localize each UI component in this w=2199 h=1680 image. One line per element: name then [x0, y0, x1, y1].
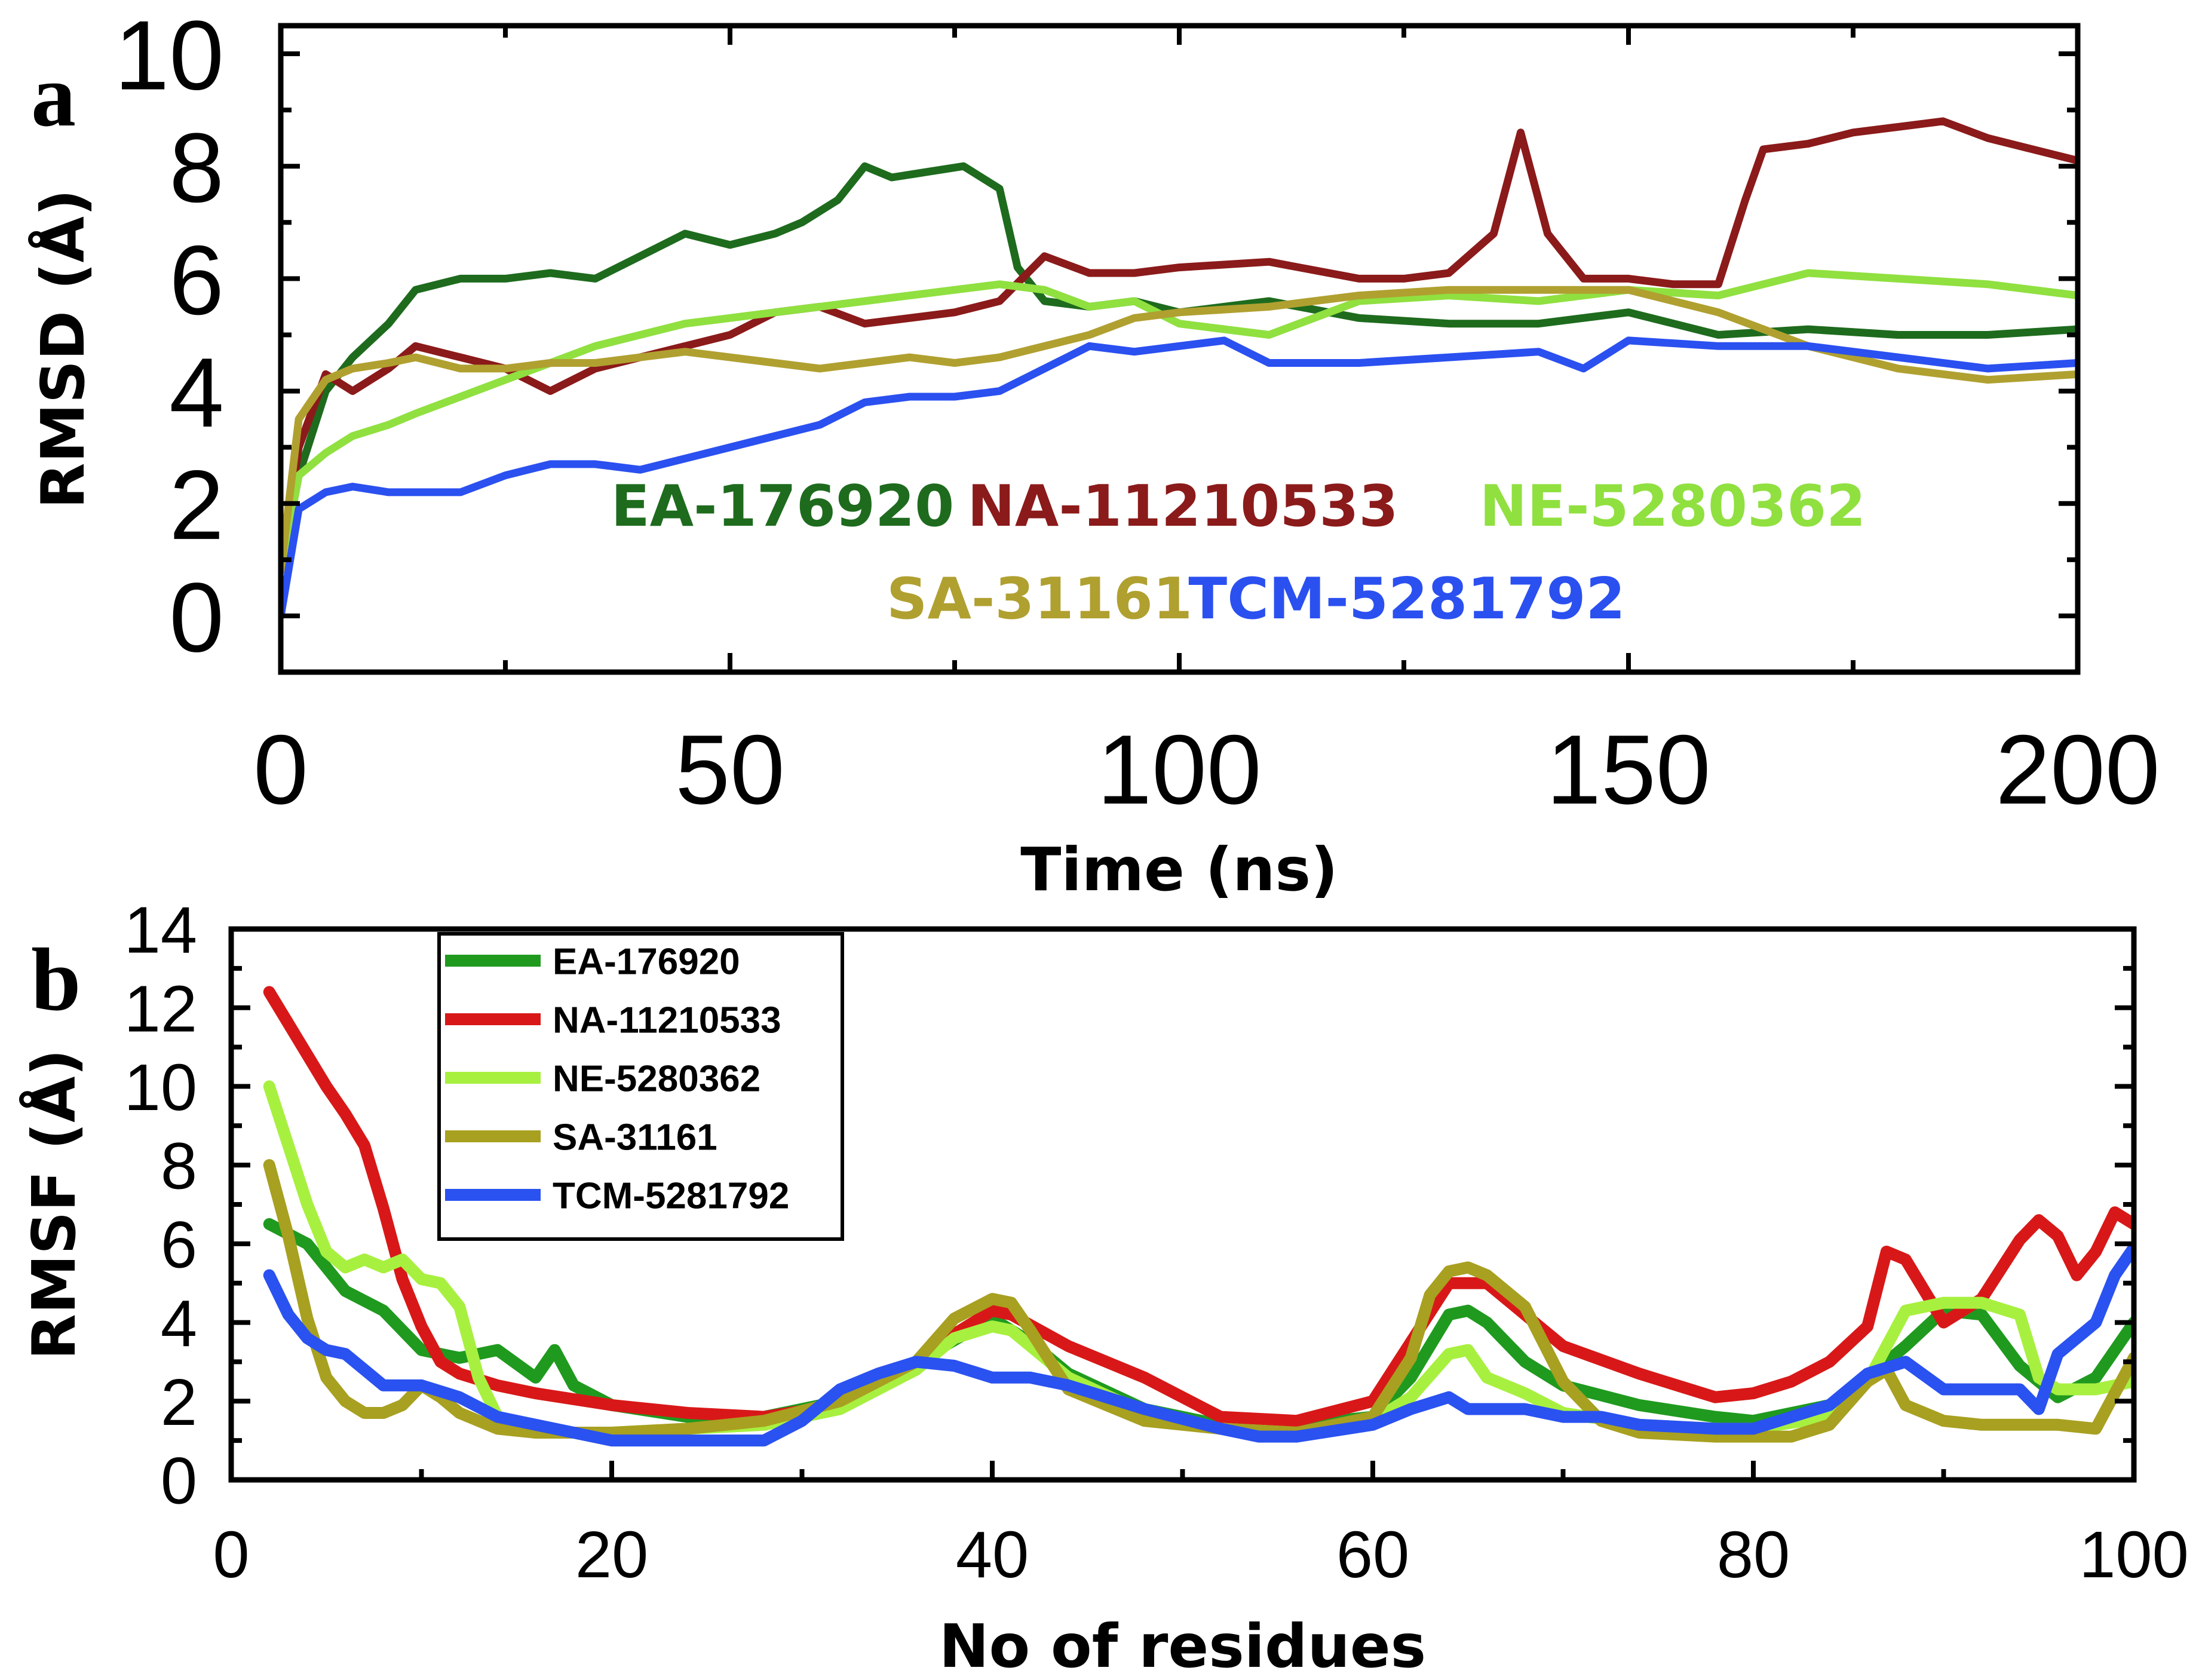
x-axis-title: Time (ns) [1020, 835, 1338, 905]
legend-entry: EA-176920 [553, 941, 740, 982]
x-axis-title: No of residues [939, 1611, 1426, 1680]
x-tick-label: 100 [1097, 715, 1261, 824]
series-label-na-11210533: NA-11210533 [967, 474, 1398, 539]
series-line-na-11210533 [263, 986, 2134, 1427]
series-label-tcm-5281792: TCM-5281792 [1188, 566, 1625, 632]
legend-entry: SA-31161 [553, 1117, 717, 1158]
series-line-ea-176920 [281, 162, 2078, 575]
y-tick-label: 14 [124, 894, 197, 967]
y-tick-label: 10 [124, 1051, 197, 1124]
x-tick-label: 60 [1336, 1518, 1409, 1592]
legend-entry: NA-11210533 [553, 1000, 781, 1041]
x-tick-label: 80 [1717, 1518, 1790, 1592]
legend-entry: TCM-5281792 [553, 1175, 789, 1216]
y-tick-label: 2 [161, 1366, 197, 1439]
y-tick-label: 8 [169, 113, 224, 223]
x-tick-label: 40 [956, 1518, 1029, 1592]
panel-label: a [31, 46, 76, 145]
y-tick-label: 4 [161, 1287, 197, 1360]
series-group [263, 986, 2134, 1447]
series-label-sa-31161: SA-31161 [887, 566, 1192, 632]
x-tick-label: 200 [1995, 715, 2160, 824]
series-label-ne-5280362: NE-5280362 [1480, 474, 1866, 539]
x-tick-label: 50 [675, 715, 785, 824]
y-tick-label: 0 [169, 562, 224, 672]
series-group [281, 117, 2078, 620]
y-tick-label: 4 [169, 338, 224, 447]
x-tick-label: 0 [253, 715, 308, 824]
legend-entry: NE-5280362 [553, 1058, 760, 1099]
x-tick-label: 0 [213, 1518, 249, 1592]
x-tick-label: 150 [1546, 715, 1710, 824]
y-tick-label: 12 [124, 972, 197, 1046]
x-tick-label: 20 [575, 1518, 648, 1592]
y-tick-label: 6 [169, 225, 224, 335]
y-axis-title: RMSF (Å) [19, 1049, 89, 1360]
y-tick-label: 6 [161, 1208, 197, 1282]
y-tick-label: 10 [114, 0, 224, 110]
series-label-ea-176920: EA-176920 [611, 474, 954, 539]
series-line-tcm-5281792 [263, 1241, 2134, 1447]
legend-box [437, 932, 844, 1241]
legend: EA-176920 NA-11210533 NE-5280362 SA-31161 TC… [437, 932, 844, 1241]
panel-label: b [31, 930, 81, 1029]
y-tick-label: 0 [161, 1445, 197, 1518]
series-line-tcm-5281792 [281, 336, 2078, 620]
y-axis-title: RMSD (Å) [28, 189, 98, 508]
y-tick-label: 2 [169, 450, 224, 560]
y-tick-label: 8 [161, 1130, 197, 1203]
x-tick-label: 100 [2079, 1518, 2189, 1592]
series-line-sa-31161 [281, 286, 2078, 575]
